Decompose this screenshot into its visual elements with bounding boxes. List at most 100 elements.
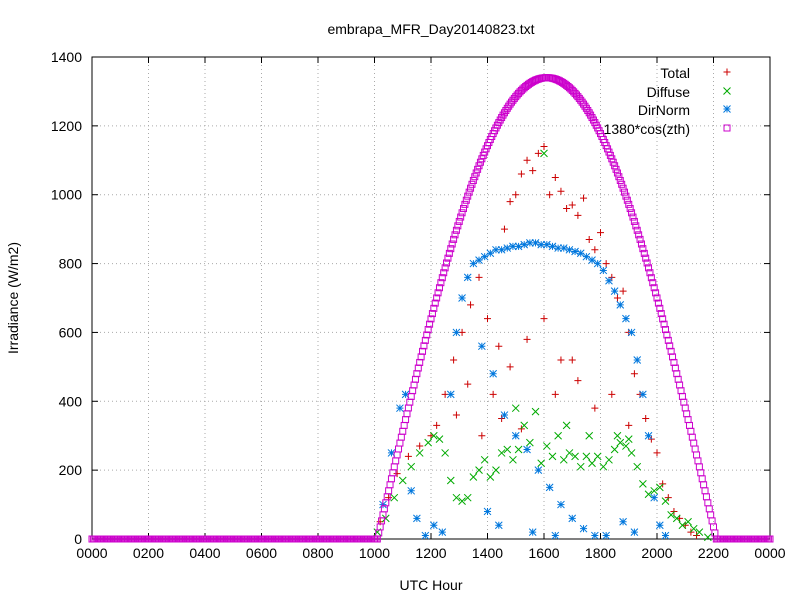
data-point [514,242,523,251]
curve-point [392,457,400,465]
data-point [486,473,495,481]
data-point [582,452,591,461]
data-point [568,201,576,209]
data-point [387,449,396,457]
data-point [407,486,416,495]
data-point [644,490,653,499]
data-point [433,421,441,429]
curve-point [629,213,637,221]
curve-point [467,184,475,192]
data-point [630,370,638,378]
curve-point [613,169,621,177]
data-point [441,449,449,457]
curve-point [390,463,398,471]
data-point [608,390,616,398]
data-point [497,449,506,457]
curve-point [471,173,479,181]
curve-point [459,205,467,213]
curve-point [464,192,472,200]
curve-point [645,264,653,272]
curve-point [697,469,705,477]
curve-point [611,162,619,170]
curve-point [700,481,708,489]
curve-point [465,188,473,196]
curve-point [683,410,691,418]
data-point [653,449,661,457]
data-point [415,449,424,457]
data-point [435,435,444,444]
curve-point [705,505,713,513]
data-point [523,445,531,454]
data-point [585,431,594,440]
data-point [429,521,438,530]
data-point [684,517,692,526]
data-point [475,256,483,264]
curve-point [695,463,703,471]
data-point [624,435,633,444]
x-tick-label: 1800 [585,545,616,561]
series-1 [376,143,701,540]
curve-point [424,326,432,334]
data-point [599,462,608,471]
data-point [695,528,704,536]
x-tick-label: 1400 [472,545,503,561]
curve-point [423,331,431,339]
data-point [554,244,562,252]
data-point [509,455,517,464]
curve-point [650,284,658,292]
legend-label-diffuse: Diffuse [647,84,691,100]
data-point [574,211,582,219]
curve-point [637,240,645,248]
data-point [429,431,438,440]
data-point [528,528,537,536]
curve-point [411,375,419,383]
y-tick-label: 1000 [51,187,82,203]
curve-point [619,184,627,192]
curve-point [435,284,443,292]
data-point [446,476,455,485]
curve-point [659,315,667,323]
curve-point [681,404,689,412]
y-tick-label: 1400 [51,49,82,65]
data-point [565,245,574,254]
data-point [413,514,421,523]
curve-point [688,433,696,441]
curve-point [407,392,415,400]
data-point [667,511,675,519]
curve-point [430,304,438,312]
data-point [503,445,512,454]
data-point [593,452,602,461]
data-point [523,335,531,343]
data-point [593,259,602,268]
curve-point [387,475,395,483]
x-tick-label: 0400 [189,545,220,561]
data-point [398,476,407,485]
data-point [557,356,565,364]
curve-point [438,274,446,282]
curve-point [612,165,620,173]
data-point [497,245,506,254]
data-point [477,342,486,351]
data-point [580,194,588,202]
data-point [523,156,531,164]
y-tick-label: 0 [74,531,82,547]
curve-point [661,326,669,334]
data-point [559,455,568,464]
legend: Total Diffuse DirNorm 1380*cos(zth) [604,65,731,137]
series-2 [373,149,712,542]
data-point [602,260,610,268]
data-point [446,390,455,399]
curve-point [632,222,640,230]
legend-marker-2 [723,87,731,95]
data-point [642,415,650,422]
y-tick-label: 600 [59,324,83,340]
data-point [529,167,537,175]
data-point [661,497,670,505]
curve-point [457,213,465,221]
data-point [650,486,659,495]
data-point [619,517,627,526]
axis-ticks: 0000 0200 0400 0600 0800 1000 1200 1400 1600 1800… [51,49,786,561]
data-point [511,404,520,413]
data-point [495,342,503,350]
data-point [484,315,491,323]
